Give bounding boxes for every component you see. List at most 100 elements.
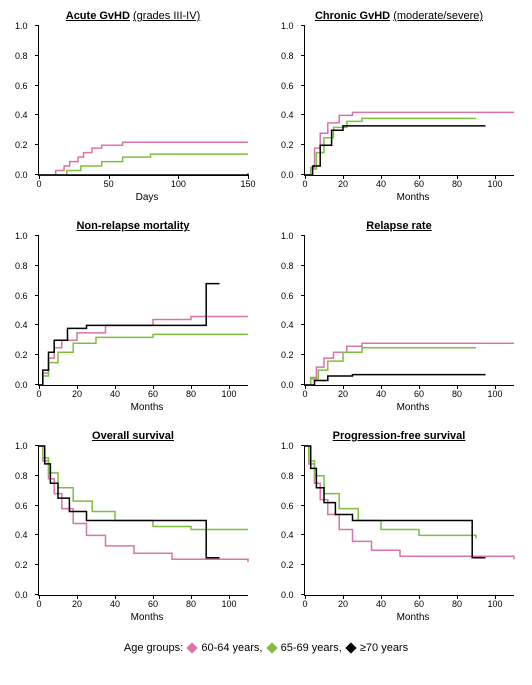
y-tick-label: 0.8 — [281, 51, 294, 61]
y-tick-label: 0.8 — [281, 471, 294, 481]
y-tick-label: 0.4 — [15, 320, 28, 330]
chart-panel: Acute GvHD (grades III-IV) 0.00.20.40.60.… — [10, 10, 256, 210]
panel-title: Relapse rate — [276, 220, 522, 232]
y-tick-label: 0.4 — [281, 530, 294, 540]
series-line — [39, 174, 248, 175]
series-line — [305, 343, 514, 385]
chart-panel: Overall survival 0.00.20.40.60.81.0020406… — [10, 430, 256, 630]
series-svg — [305, 446, 514, 595]
series-line — [305, 446, 486, 558]
x-tick-label: 60 — [148, 389, 158, 399]
x-tick-label: 100 — [487, 179, 502, 189]
legend-label: 60-64 years, — [198, 642, 265, 654]
x-tick-label: 100 — [487, 389, 502, 399]
series-svg — [305, 236, 514, 385]
series-line — [305, 112, 514, 175]
panel-title: Chronic GvHD (moderate/severe) — [276, 10, 522, 22]
plot-area: 0.00.20.40.60.81.0020406080100 — [38, 446, 248, 596]
x-axis-label: Months — [304, 612, 522, 623]
x-tick-label: 50 — [104, 179, 114, 189]
plot-area: 0.00.20.40.60.81.0050100150 — [38, 26, 248, 176]
legend-prefix: Age groups: — [124, 642, 183, 654]
y-tick-label: 1.0 — [15, 231, 28, 241]
series-line — [305, 446, 514, 559]
plot-area: 0.00.20.40.60.81.0020406080100 — [304, 26, 514, 176]
y-tick-label: 0.8 — [281, 261, 294, 271]
y-tick-label: 0.2 — [15, 140, 28, 150]
y-tick-label: 0.0 — [281, 590, 294, 600]
series-svg — [39, 236, 248, 385]
x-tick-label: 0 — [36, 599, 41, 609]
y-tick-label: 0.6 — [15, 291, 28, 301]
x-tick-label: 0 — [302, 179, 307, 189]
x-tick-label: 80 — [452, 389, 462, 399]
y-tick-label: 0.0 — [15, 380, 28, 390]
x-axis-label: Months — [38, 612, 256, 623]
x-tick-label: 20 — [72, 599, 82, 609]
chart-panel: Chronic GvHD (moderate/severe) 0.00.20.40… — [276, 10, 522, 210]
x-tick-label: 0 — [36, 179, 41, 189]
x-tick-label: 80 — [452, 179, 462, 189]
legend-label: 65-69 years, — [278, 642, 345, 654]
x-tick-label: 60 — [148, 599, 158, 609]
y-tick-label: 0.0 — [15, 170, 28, 180]
y-tick-label: 0.4 — [15, 530, 28, 540]
x-axis-label: Months — [304, 192, 522, 203]
series-svg — [305, 26, 514, 175]
panel-title: Acute GvHD (grades III-IV) — [10, 10, 256, 22]
y-tick-label: 0.8 — [15, 261, 28, 271]
y-tick-label: 1.0 — [15, 441, 28, 451]
series-line — [39, 334, 248, 385]
y-tick-label: 0.2 — [281, 560, 294, 570]
x-tick-label: 100 — [221, 599, 236, 609]
y-tick-label: 0.6 — [281, 501, 294, 511]
x-tick-label: 60 — [414, 179, 424, 189]
legend-marker-icon — [187, 642, 198, 653]
x-tick-label: 100 — [221, 389, 236, 399]
x-tick-label: 20 — [338, 389, 348, 399]
series-line — [305, 348, 476, 385]
x-tick-label: 0 — [302, 599, 307, 609]
y-tick-label: 0.0 — [15, 590, 28, 600]
series-line — [305, 446, 476, 538]
chart-panel: Non-relapse mortality0.00.20.40.60.81.00… — [10, 220, 256, 420]
x-tick-label: 20 — [72, 389, 82, 399]
panel-title: Overall survival — [10, 430, 256, 442]
x-tick-label: 150 — [240, 179, 255, 189]
legend-marker-icon — [266, 642, 277, 653]
y-tick-label: 0.0 — [281, 380, 294, 390]
x-tick-label: 20 — [338, 179, 348, 189]
x-tick-label: 80 — [186, 389, 196, 399]
x-tick-label: 80 — [452, 599, 462, 609]
x-tick-label: 40 — [376, 179, 386, 189]
series-svg — [39, 446, 248, 595]
plot-area: 0.00.20.40.60.81.0020406080100 — [304, 446, 514, 596]
chart-panel: Relapse rate 0.00.20.40.60.81.00204060801… — [276, 220, 522, 420]
series-line — [305, 118, 476, 175]
y-tick-label: 1.0 — [281, 441, 294, 451]
y-tick-label: 0.8 — [15, 51, 28, 61]
y-tick-label: 0.6 — [15, 501, 28, 511]
x-tick-label: 0 — [302, 389, 307, 399]
y-tick-label: 0.6 — [15, 81, 28, 91]
y-tick-label: 0.0 — [281, 170, 294, 180]
chart-panel: Progression-free survival0.00.20.40.60.8… — [276, 430, 522, 630]
x-tick-label: 40 — [376, 389, 386, 399]
y-tick-label: 0.2 — [281, 140, 294, 150]
y-tick-label: 0.2 — [281, 350, 294, 360]
y-tick-label: 0.2 — [15, 350, 28, 360]
x-axis-label: Days — [38, 192, 256, 203]
panel-title: Non-relapse mortality — [10, 220, 256, 232]
series-line — [39, 446, 248, 562]
series-svg — [39, 26, 248, 175]
plot-area: 0.00.20.40.60.81.0020406080100 — [304, 236, 514, 386]
legend-label: ≥70 years — [357, 642, 408, 654]
y-tick-label: 0.8 — [15, 471, 28, 481]
series-line — [39, 446, 248, 529]
x-tick-label: 80 — [186, 599, 196, 609]
x-tick-label: 40 — [110, 599, 120, 609]
x-tick-label: 60 — [414, 599, 424, 609]
x-tick-label: 60 — [414, 389, 424, 399]
chart-grid: Acute GvHD (grades III-IV)0.00.20.40.60.… — [10, 10, 522, 630]
y-tick-label: 1.0 — [281, 231, 294, 241]
